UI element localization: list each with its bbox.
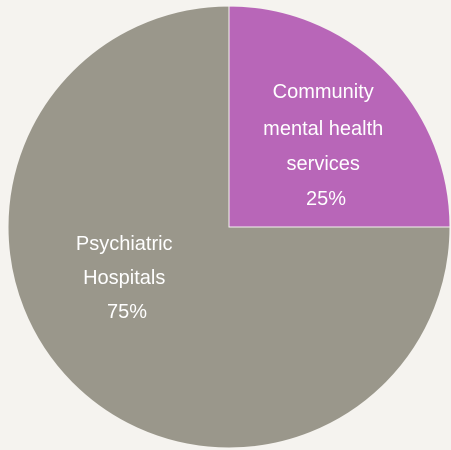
slice-label-line: Psychiatric <box>76 233 173 255</box>
slice-label-line: services <box>287 153 360 175</box>
slice-label-line: Community <box>273 81 374 103</box>
pie-slice-0 <box>228 5 451 228</box>
slice-value-label: 25% <box>306 188 346 210</box>
slice-label-community-mental-health-services: Community mental health services 25% <box>263 81 389 210</box>
pie-labels: Community mental health services 25% Psy… <box>76 81 389 323</box>
slice-value-label: 75% <box>107 301 147 323</box>
slice-label-line: Hospitals <box>83 267 165 289</box>
slice-label-line: mental health <box>263 118 383 140</box>
pie-slice-1 <box>7 5 451 449</box>
pie-slices <box>7 5 451 449</box>
slice-label-psychiatric-hospitals: Psychiatric Hospitals 75% <box>76 233 178 323</box>
